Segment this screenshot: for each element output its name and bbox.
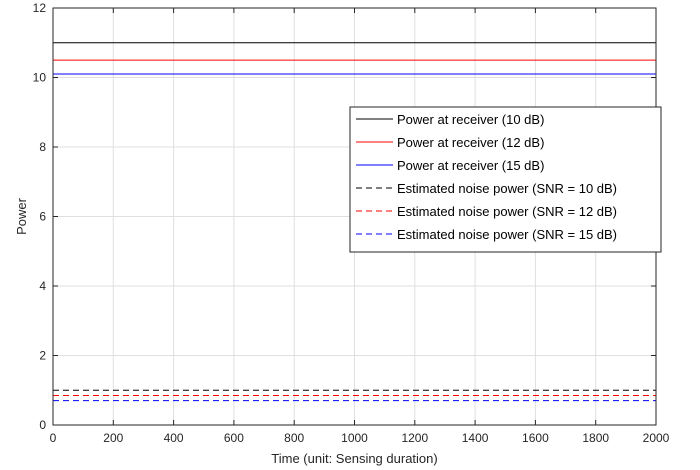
legend-label-3: Power at receiver (15 dB) (397, 158, 544, 173)
legend-label-4: Estimated noise power (SNR = 10 dB) (397, 181, 617, 196)
y-tick-label: 8 (39, 140, 46, 154)
legend-box (349, 106, 662, 253)
x-tick-label: 800 (284, 431, 304, 445)
y-tick-label: 0 (39, 418, 46, 432)
x-tick-label: 400 (164, 431, 184, 445)
legend-label-1: Power at receiver (10 dB) (397, 112, 544, 127)
x-tick-label: 0 (50, 431, 57, 445)
x-tick-label: 1400 (462, 431, 489, 445)
y-axis-label: Power (14, 197, 29, 235)
x-tick-label: 2000 (643, 431, 670, 445)
grid (53, 8, 656, 425)
x-tick-label: 600 (224, 431, 244, 445)
y-tick-label: 2 (39, 349, 46, 363)
x-tick-label: 1200 (401, 431, 428, 445)
x-tick-label: 200 (103, 431, 123, 445)
x-tick-label: 1600 (522, 431, 549, 445)
y-tick-label: 6 (39, 210, 46, 224)
x-tick-label: 1800 (582, 431, 609, 445)
legend-label-2: Power at receiver (12 dB) (397, 135, 544, 150)
x-tick-label: 1000 (341, 431, 368, 445)
axis-ticks: 0 200 400 600 800 1000 1200 1400 1600 1800 2000 0 2 4… (33, 1, 670, 445)
y-tick-label: 4 (39, 279, 46, 293)
y-tick-label: 12 (33, 1, 47, 15)
legend-label-5: Estimated noise power (SNR = 12 dB) (397, 204, 617, 219)
y-tick-label: 10 (33, 71, 47, 85)
legend-label-6: Estimated noise power (SNR = 15 dB) (397, 227, 617, 242)
series-lines (53, 42, 656, 402)
x-axis-label: Time (unit: Sensing duration) (271, 451, 437, 466)
legend: Power at receiver (10 dB) Power at receiv… (349, 106, 662, 253)
